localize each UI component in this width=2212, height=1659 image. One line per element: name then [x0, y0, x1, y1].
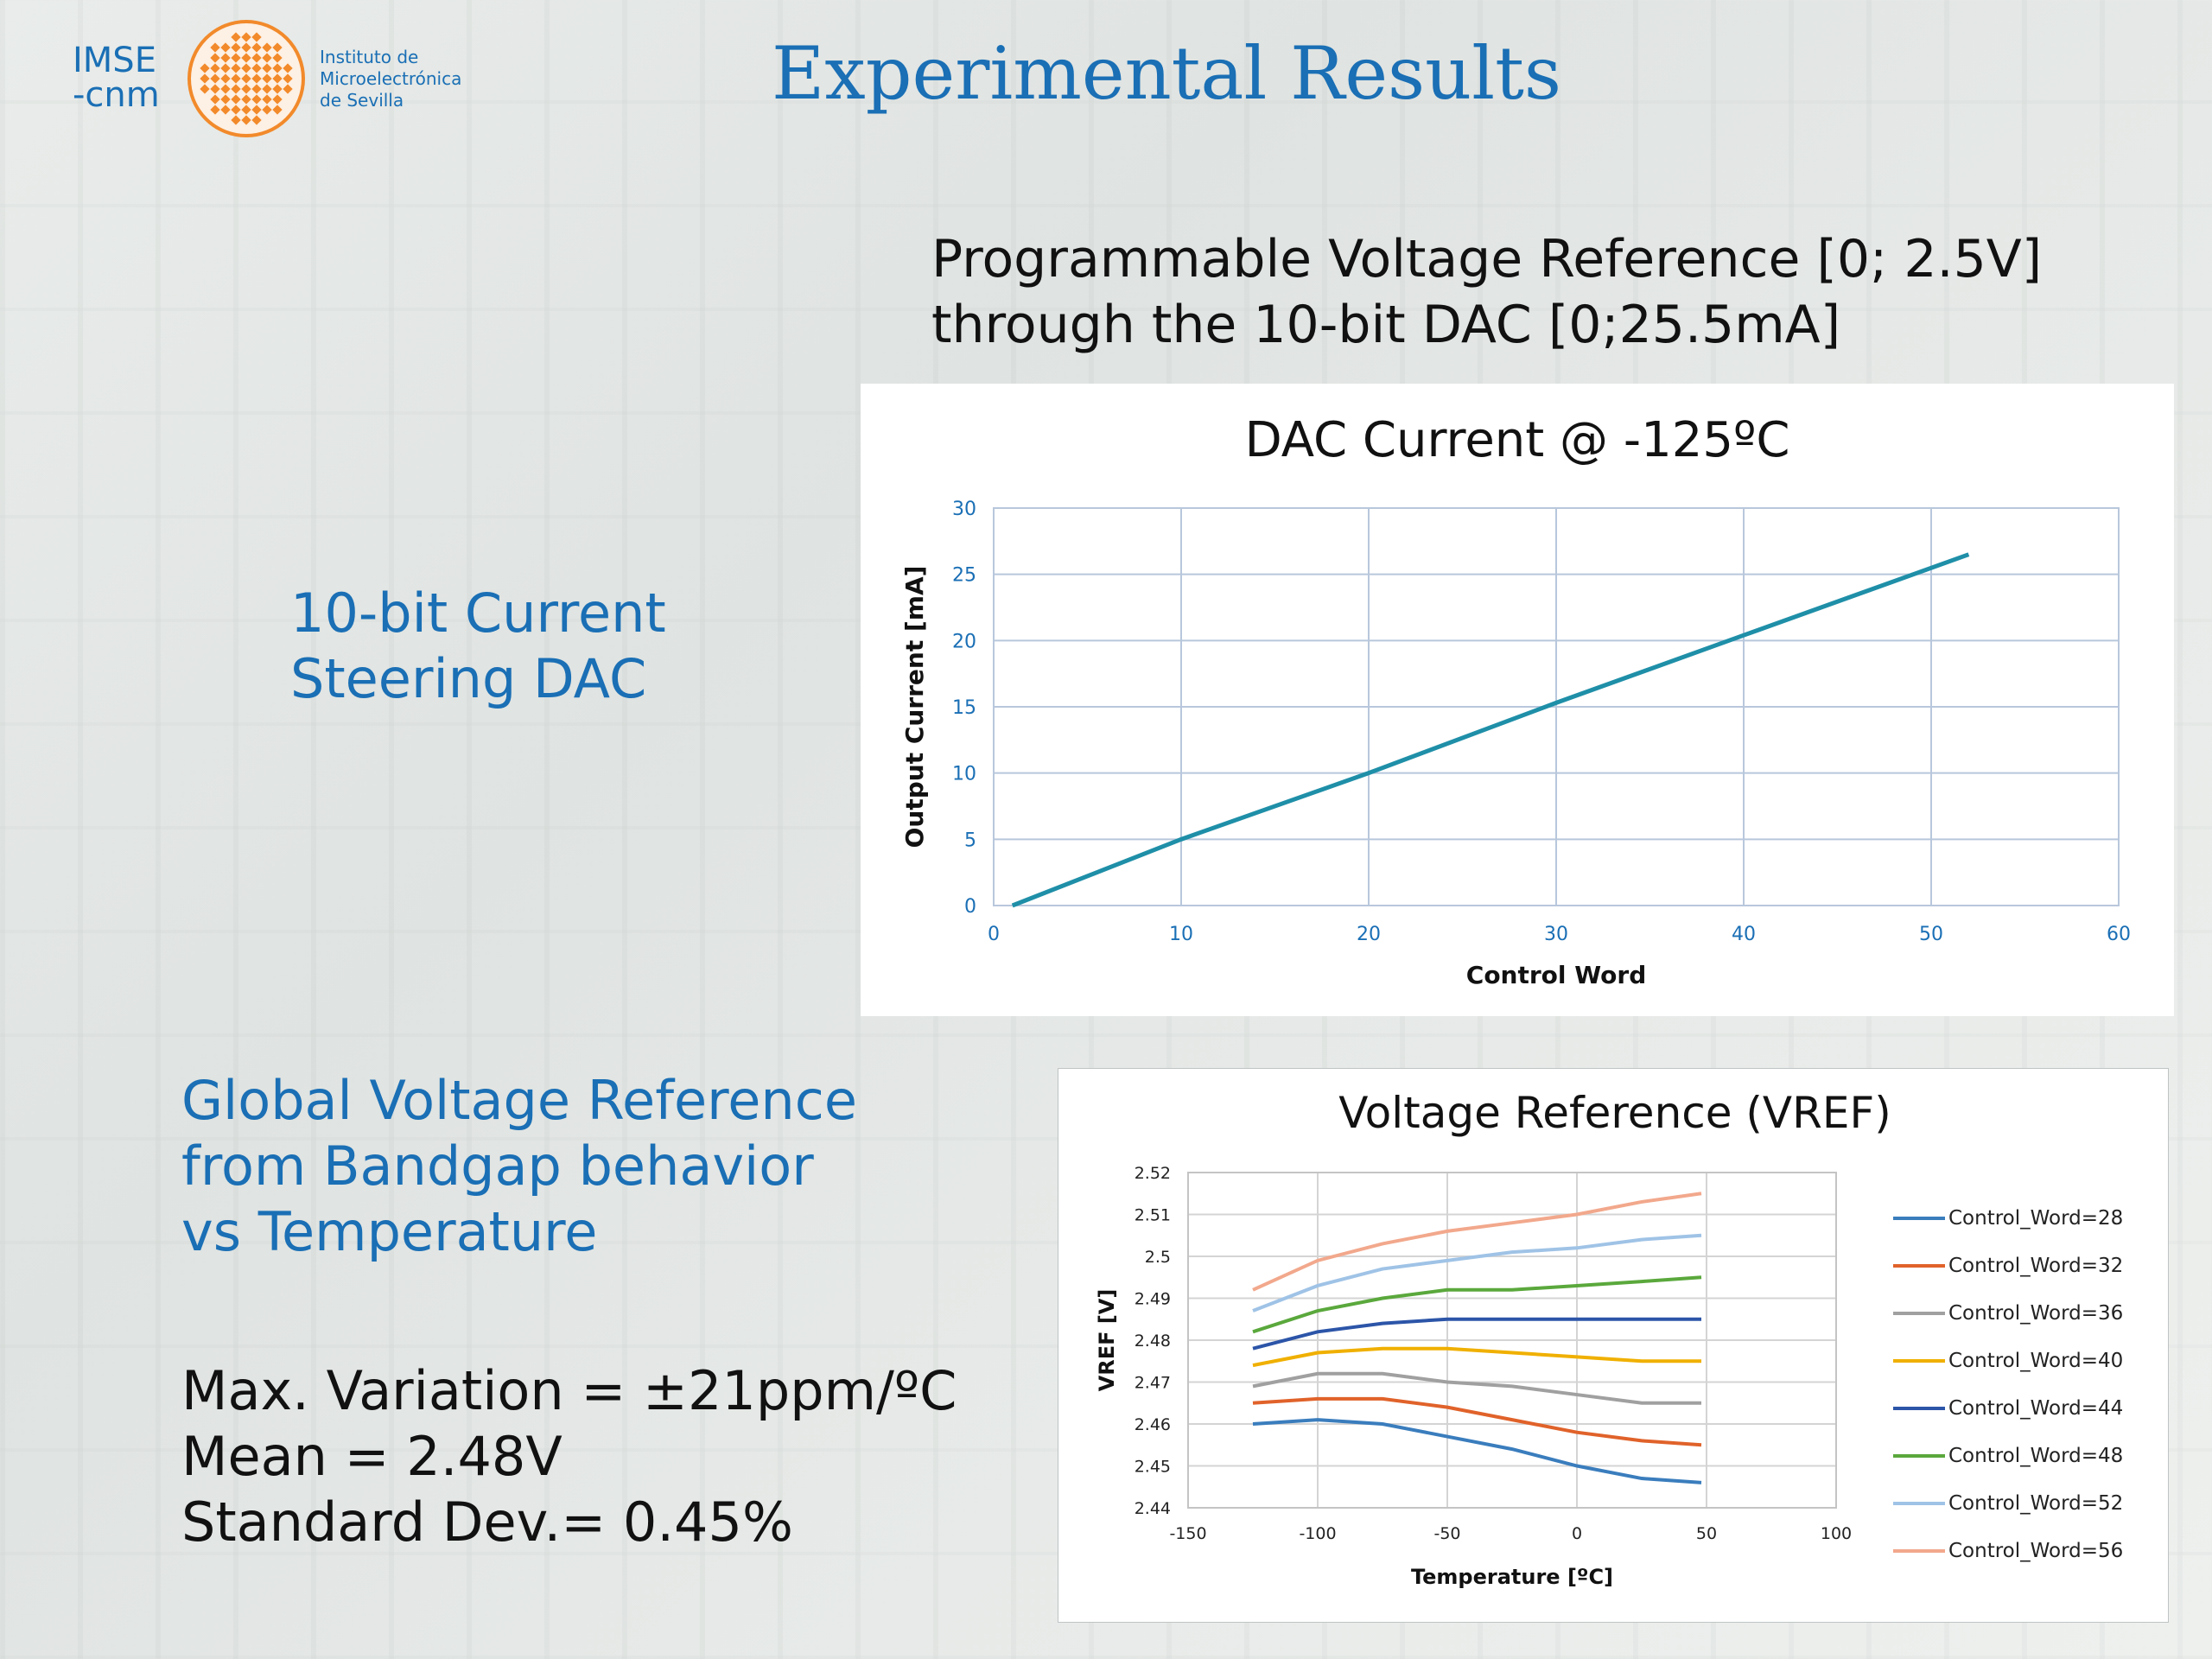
logo-wordmark: IMSE -cnm [73, 43, 160, 112]
y-tick-label: 25 [952, 565, 976, 587]
slide-title: Experimental Results [772, 31, 1561, 116]
x-tick-label: 20 [1357, 924, 1381, 945]
x-tick-label: 100 [1821, 1524, 1852, 1543]
vref-chart: Voltage Reference (VREF) 2.44 2.45 2.46 2.47… [1095, 1088, 2123, 1589]
dac-caption-line-2: through the 10-bit DAC [0;25.5mA] [931, 295, 1841, 355]
x-tick-label: -150 [1169, 1524, 1206, 1543]
gvr-line-3: vs Temperature [181, 1200, 598, 1263]
y-tick-label: 2.49 [1135, 1290, 1171, 1309]
x-tick-label: 40 [1732, 924, 1756, 945]
x-axis-label: Temperature [ºC] [1411, 1565, 1613, 1589]
dac-label: 10-bit Current Steering DAC [290, 581, 666, 712]
y-tick-label: 20 [952, 631, 976, 652]
dac-current-chart: DAC Current @ -125ºC 0 5 10 15 20 25 30 0 10 20 30 4… [900, 412, 2131, 989]
logo-word-1: IMSE [73, 41, 156, 80]
legend-entry: Control_Word=44 [1948, 1397, 2123, 1420]
legend-entry: Control_Word=36 [1948, 1302, 2123, 1325]
x-tick-label: 60 [2107, 924, 2131, 945]
x-tick-label: 30 [1544, 924, 1568, 945]
series-line [1252, 1233, 1702, 1313]
plot-area [1187, 1172, 1837, 1509]
y-tick-label: 2.45 [1135, 1458, 1171, 1477]
y-axis-label: Output Current [mA] [900, 566, 929, 849]
logo-emblem-icon [188, 20, 305, 137]
logo-sub-line-2: Microelectrónica [320, 68, 462, 89]
series-line [1252, 1418, 1702, 1484]
dac-caption: Programmable Voltage Reference [0; 2.5V]… [931, 226, 2042, 358]
series-line [1252, 1396, 1702, 1447]
dac-label-line-2: Steering DAC [290, 647, 647, 710]
stat-max-variation: Max. Variation = ±21ppm/ºC [181, 1359, 957, 1422]
y-tick-label: 2.46 [1135, 1415, 1171, 1434]
y-tick-label: 0 [964, 896, 976, 918]
y-tick-label: 2.48 [1135, 1332, 1171, 1351]
gvr-line-2: from Bandgap behavior [181, 1135, 814, 1198]
legend-entry: Control_Word=52 [1948, 1492, 2123, 1515]
x-tick-label: 0 [1572, 1524, 1582, 1543]
legend-entry: Control_Word=40 [1948, 1350, 2123, 1372]
series-line [1252, 1275, 1702, 1334]
dac-caption-line-1: Programmable Voltage Reference [0; 2.5V] [931, 229, 2043, 289]
chart-title: Voltage Reference (VREF) [1338, 1088, 1891, 1138]
imse-cnm-logo: IMSE -cnm Instituto de Microelectrónica … [73, 17, 487, 143]
global-vref-label: Global Voltage Reference from Bandgap be… [181, 1068, 857, 1265]
series-line [1252, 1192, 1702, 1292]
chart-title: DAC Current @ -125ºC [1245, 412, 1790, 468]
x-tick-label: -50 [1433, 1524, 1460, 1543]
y-tick-label: 10 [952, 764, 976, 785]
x-axis-label: Control Word [1466, 961, 1646, 989]
dac-current-chart-panel: DAC Current @ -125ºC 0 5 10 15 20 25 30 0 10 20 30 4… [861, 384, 2174, 1016]
logo-sub-line-1: Instituto de [320, 47, 419, 67]
logo-institute-name: Instituto de Microelectrónica de Sevilla [320, 47, 461, 111]
logo-word-2: -cnm [73, 75, 160, 115]
x-tick-label: 0 [988, 924, 1000, 945]
series-line [1252, 1346, 1701, 1368]
y-tick-label: 2.47 [1135, 1374, 1171, 1393]
legend-entry: Control_Word=48 [1948, 1445, 2123, 1467]
y-tick-label: 2.44 [1135, 1499, 1171, 1518]
stat-mean: Mean = 2.48V [181, 1425, 563, 1488]
legend-entry: Control_Word=56 [1948, 1540, 2123, 1562]
y-tick-label: 2.52 [1135, 1164, 1171, 1183]
series-line [1252, 1317, 1701, 1351]
y-tick-label: 5 [964, 830, 976, 851]
y-tick-label: 30 [952, 499, 976, 520]
x-tick-label: 10 [1169, 924, 1193, 945]
y-tick-label: 2.51 [1135, 1206, 1171, 1225]
y-tick-label: 2.5 [1145, 1248, 1171, 1267]
stat-std-dev: Standard Dev.= 0.45% [181, 1491, 793, 1554]
legend-entry: Control_Word=32 [1948, 1255, 2123, 1277]
dac-label-line-1: 10-bit Current [290, 582, 666, 645]
gvr-line-1: Global Voltage Reference [181, 1069, 857, 1132]
legend-entry: Control_Word=28 [1948, 1207, 2123, 1230]
y-tick-label: 15 [952, 697, 976, 719]
x-tick-label: 50 [1696, 1524, 1717, 1543]
vref-statistics: Max. Variation = ±21ppm/ºC Mean = 2.48V … [181, 1358, 957, 1555]
vref-chart-panel: Voltage Reference (VREF) 2.44 2.45 2.46 2.47… [1058, 1068, 2169, 1623]
y-axis-label: VREF [V] [1095, 1289, 1119, 1392]
series-line [1252, 1371, 1701, 1405]
x-tick-label: -100 [1299, 1524, 1336, 1543]
plot-area [993, 507, 2120, 906]
series-line [1011, 552, 1970, 908]
x-tick-label: 50 [1919, 924, 1943, 945]
logo-sub-line-3: de Sevilla [320, 90, 404, 111]
